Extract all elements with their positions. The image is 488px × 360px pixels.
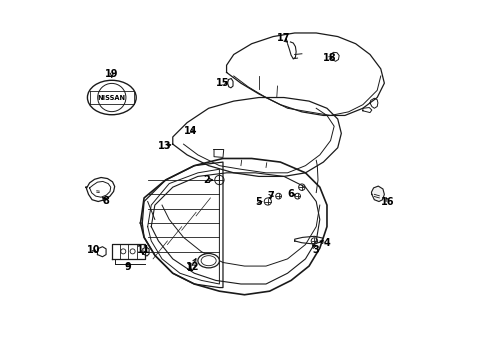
Text: 12: 12	[185, 262, 199, 272]
Text: 1: 1	[187, 263, 194, 273]
Text: 14: 14	[183, 126, 197, 135]
Text: 15: 15	[216, 78, 229, 88]
Text: NISSAN: NISSAN	[98, 95, 125, 100]
Text: 17: 17	[276, 33, 289, 43]
Text: 6: 6	[287, 189, 294, 199]
Text: 11: 11	[136, 245, 150, 255]
Ellipse shape	[87, 80, 136, 115]
Text: 5: 5	[255, 197, 262, 207]
Text: 13: 13	[158, 141, 171, 151]
Text: 10: 10	[87, 245, 101, 255]
Text: 8: 8	[102, 196, 108, 206]
Ellipse shape	[201, 256, 216, 266]
Circle shape	[98, 84, 126, 112]
Text: 3: 3	[312, 245, 319, 255]
Text: 4: 4	[323, 238, 330, 248]
Text: 19: 19	[105, 69, 118, 79]
Text: 2: 2	[203, 175, 210, 185]
Text: 16: 16	[381, 197, 394, 207]
Text: 9: 9	[124, 262, 131, 272]
Text: 18: 18	[323, 53, 336, 63]
Polygon shape	[371, 186, 384, 202]
Text: 7: 7	[266, 191, 273, 201]
Ellipse shape	[198, 253, 219, 268]
